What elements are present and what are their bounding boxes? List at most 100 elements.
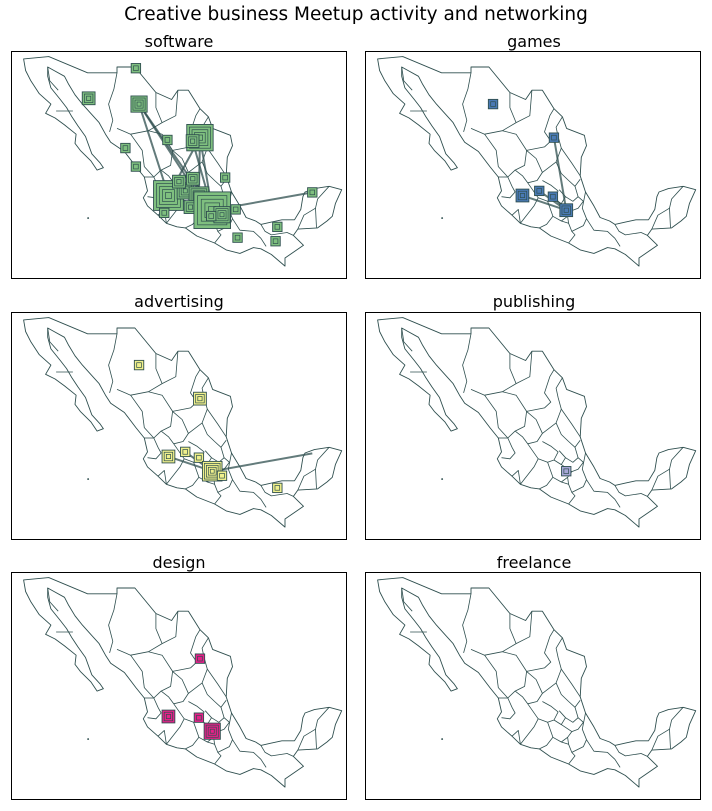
activity-marker — [232, 232, 243, 243]
state-boundary — [501, 697, 516, 720]
state-boundary — [669, 186, 684, 209]
activity-marker-ring — [165, 714, 171, 719]
state-boundary — [520, 443, 539, 485]
activity-markers — [561, 466, 572, 477]
activity-marker — [133, 359, 145, 371]
state-boundary — [651, 728, 671, 751]
country-outline — [23, 577, 343, 788]
state-boundary — [47, 587, 59, 612]
activity-marker — [548, 132, 560, 143]
map-panel-freelance — [365, 572, 701, 800]
state-boundary — [47, 327, 59, 352]
state-boundary — [501, 176, 516, 199]
state-boundary — [565, 447, 579, 463]
state-boundary — [669, 707, 684, 730]
activity-marker-ring — [188, 204, 193, 210]
activity-marker-ring — [165, 454, 171, 459]
activity-markers — [81, 63, 318, 247]
state-boundary — [470, 613, 517, 656]
activity-marker-ring — [207, 726, 217, 736]
activity-marker — [130, 95, 148, 113]
state-boundary — [520, 703, 539, 745]
activity-marker-ring — [563, 468, 569, 474]
state-boundary — [401, 66, 413, 91]
panel-title-advertising: advertising — [134, 292, 224, 311]
country-outline — [377, 317, 697, 528]
state-boundary — [539, 201, 554, 229]
state-boundary — [260, 224, 294, 236]
state-boundary — [315, 707, 330, 730]
state-boundary — [232, 479, 267, 508]
activity-marker-ring — [207, 466, 217, 476]
activity-markers — [161, 653, 221, 740]
basemap — [377, 317, 697, 528]
state-boundary — [542, 422, 581, 448]
activity-marker-ring — [197, 396, 203, 402]
state-boundary — [515, 611, 533, 644]
activity-marker — [307, 187, 318, 198]
activity-marker-ring — [134, 99, 144, 109]
activity-marker-ring — [219, 473, 225, 479]
state-boundary — [160, 411, 189, 445]
activity-marker-ring — [84, 93, 94, 103]
basemap — [23, 317, 343, 528]
activity-marker-ring — [190, 138, 196, 144]
state-boundary — [297, 207, 317, 230]
activity-marker-ring — [232, 206, 239, 213]
island-marker — [441, 478, 444, 480]
activity-marker-ring — [188, 174, 198, 184]
state-boundary — [214, 452, 233, 493]
activity-marker-ring — [161, 210, 167, 216]
state-boundary — [560, 147, 581, 177]
state-boundary — [568, 712, 587, 753]
state-boundary — [462, 333, 472, 394]
activity-marker-ring — [190, 176, 196, 182]
activity-marker — [185, 134, 200, 148]
state-boundary — [315, 186, 330, 209]
network-link — [212, 452, 313, 473]
activity-marker-ring — [209, 728, 215, 734]
state-boundary — [511, 730, 521, 745]
activity-marker-ring — [187, 136, 198, 146]
state-boundary — [232, 739, 267, 768]
panel-title-publishing: publishing — [492, 292, 576, 311]
basemap — [377, 56, 697, 267]
state-boundary — [401, 327, 413, 352]
state-boundary — [501, 437, 516, 460]
state-boundary — [553, 450, 566, 465]
state-boundary — [568, 191, 587, 232]
activity-marker — [161, 709, 176, 724]
state-boundary — [161, 351, 179, 384]
activity-marker-ring — [165, 192, 172, 199]
panel-title-software: software — [144, 32, 214, 51]
island-marker — [87, 478, 90, 480]
state-boundary — [188, 422, 227, 448]
state-boundary — [565, 707, 579, 723]
activity-marker — [193, 452, 205, 463]
activity-marker — [534, 185, 545, 197]
activity-marker-ring — [195, 394, 205, 404]
activity-marker — [120, 142, 131, 154]
activity-marker-ring — [174, 177, 184, 187]
state-boundary — [561, 477, 569, 485]
state-boundary — [297, 728, 317, 751]
state-boundary — [502, 108, 555, 151]
state-boundary — [206, 668, 227, 698]
activity-marker-ring — [490, 101, 496, 107]
activity-marker-ring — [274, 485, 281, 491]
activity-marker-ring — [182, 188, 188, 194]
state-boundary — [462, 593, 472, 654]
state-boundary — [185, 722, 200, 750]
state-boundary — [651, 207, 671, 230]
state-boundary — [462, 72, 472, 133]
state-boundary — [232, 218, 267, 247]
activity-marker — [130, 161, 142, 172]
network-link — [552, 137, 568, 211]
panel-title-design: design — [152, 553, 206, 572]
activity-marker-ring — [234, 234, 241, 241]
activity-marker-ring — [182, 449, 188, 455]
activity-marker — [270, 236, 281, 247]
activity-marker-ring — [219, 212, 225, 218]
state-boundary — [161, 90, 179, 123]
state-boundary — [542, 161, 581, 187]
